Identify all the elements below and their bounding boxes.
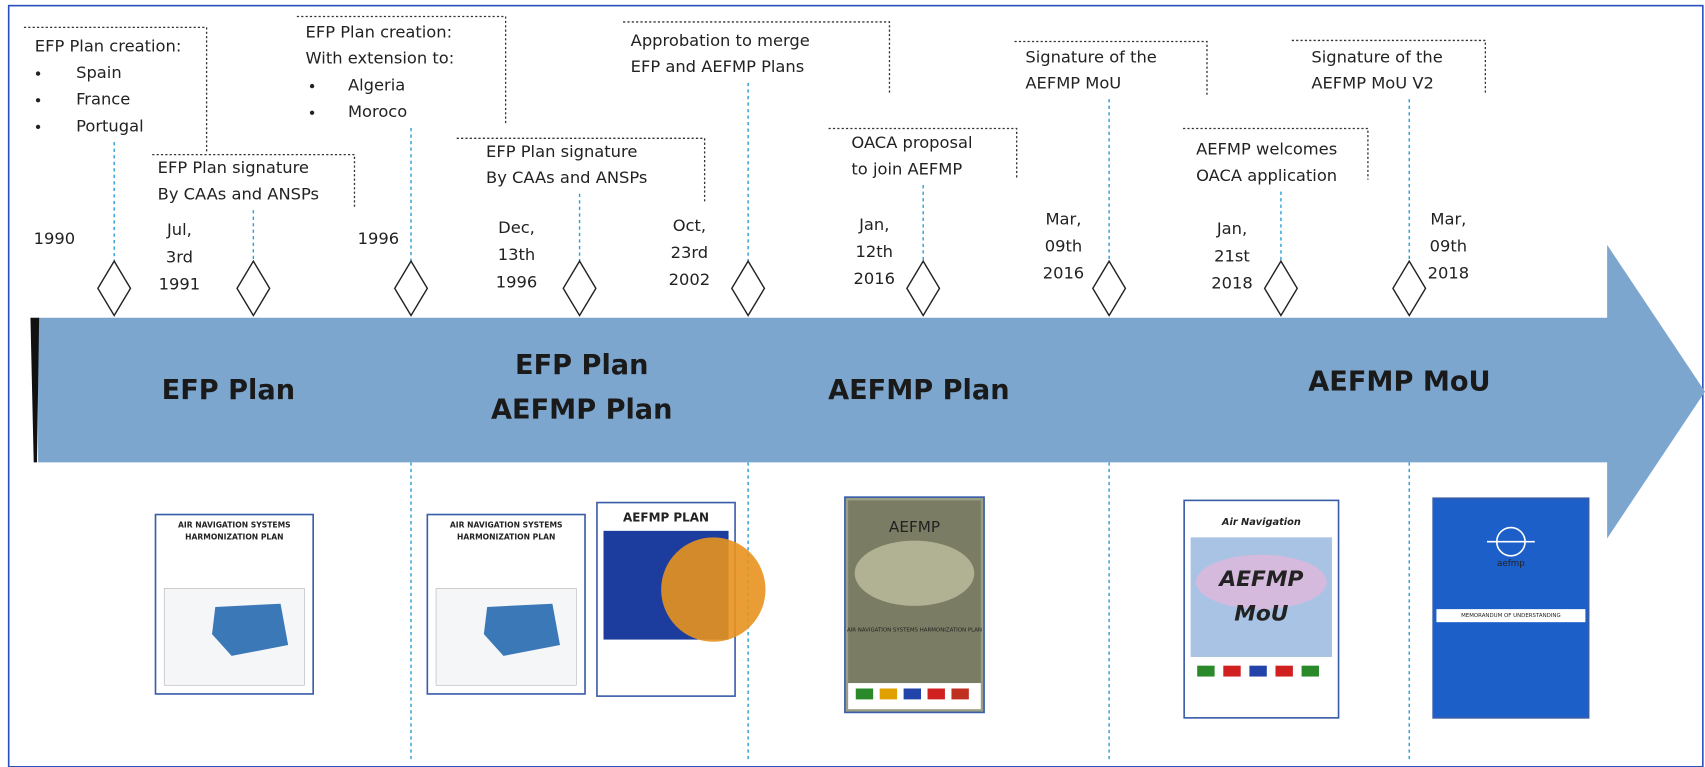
cover-logo-text: aefmp — [1497, 559, 1525, 569]
cover-flag — [1249, 666, 1266, 677]
event-date: 09th — [1045, 237, 1082, 256]
event-label: OACA application — [1196, 166, 1337, 185]
event-date: 2018 — [1211, 274, 1252, 293]
phase-label: AEFMP MoU — [1308, 366, 1490, 397]
event-label: OACA proposal — [851, 133, 972, 152]
event-label: AEFMP MoU V2 — [1311, 73, 1434, 92]
event-date: 12th — [856, 242, 893, 261]
event-label: AEFMP welcomes — [1196, 140, 1337, 159]
cover-title: HARMONIZATION PLAN — [185, 532, 283, 541]
event-date: Jul, — [166, 220, 192, 239]
event-date: 1996 — [496, 272, 537, 291]
event-label: Signature of the — [1025, 47, 1156, 66]
document-cover: AIR NAVIGATION SYSTEMS HARMONIZATION PLAN — [155, 515, 313, 694]
cover-sub: AIR NAVIGATION SYSTEMS HARMONIZATION PLA… — [847, 627, 982, 633]
milestone-diamond — [1393, 261, 1426, 315]
cover-cloud — [855, 541, 975, 606]
document-cover: AEFMP AIR NAVIGATION SYSTEMS HARMONIZATIO… — [845, 497, 984, 712]
event-bullet: Moroco — [348, 102, 407, 121]
event-date: 1990 — [34, 229, 75, 248]
cover-frame — [1433, 498, 1588, 718]
event-label: EFP Plan creation: — [35, 36, 182, 55]
cover-title: AEFMP — [889, 518, 940, 536]
event-bullet: Spain — [76, 63, 122, 82]
cover-flag — [1223, 666, 1240, 677]
event-bullet: France — [76, 90, 130, 109]
cover-title: AEFMP PLAN — [623, 510, 709, 524]
event-date: 23rd — [671, 243, 709, 262]
bullet-dot — [310, 111, 314, 115]
cover-flag — [1275, 666, 1292, 677]
milestone-diamond — [732, 261, 765, 315]
cover-flag — [928, 689, 945, 700]
cover-flag — [1197, 666, 1214, 677]
cover-text: AEFMP — [1217, 567, 1303, 592]
document-cover: AIR NAVIGATION SYSTEMS HARMONIZATION PLAN — [427, 515, 585, 694]
cover-flag — [904, 689, 921, 700]
phase-label: EFP Plan — [162, 375, 295, 406]
event-label: EFP and AEFMP Plans — [631, 57, 805, 76]
event-date: 2002 — [669, 270, 710, 289]
cover-flag — [951, 689, 968, 700]
event-label: AEFMP MoU — [1025, 73, 1121, 92]
event-date: Jan, — [1216, 219, 1247, 238]
phase-label: AEFMP Plan — [828, 375, 1009, 406]
event-date: 09th — [1430, 237, 1467, 256]
milestone-diamond — [563, 261, 596, 315]
arrow-tail — [30, 318, 39, 463]
phase-label: EFP Plan — [515, 350, 648, 381]
event-label: By CAAs and ANSPs — [486, 168, 647, 187]
cover-title: AIR NAVIGATION SYSTEMS — [178, 520, 291, 529]
event-label: EFP Plan creation: — [306, 22, 453, 41]
event-label: By CAAs and ANSPs — [158, 184, 319, 203]
event-date: Dec, — [498, 218, 535, 237]
event-date: 2016 — [1043, 264, 1084, 283]
milestone-diamond — [1093, 261, 1126, 315]
bullet-dot — [36, 71, 40, 75]
event-label: EFP Plan signature — [158, 158, 309, 177]
bullet-dot — [36, 125, 40, 129]
timeline: EFP Plan creation: Spain France Portugal 199… — [0, 0, 1705, 767]
event-date: Oct, — [673, 216, 706, 235]
cover-title: Air Navigation — [1221, 517, 1301, 528]
document-cover: Air Navigation AEFMP MoU — [1184, 500, 1338, 717]
event-date: 21st — [1214, 246, 1250, 265]
event-date: Jan, — [858, 215, 889, 234]
cover-band-text: MEMORANDUM OF UNDERSTANDING — [1461, 613, 1561, 619]
milestone-diamond — [907, 261, 940, 315]
cover-flag — [880, 689, 897, 700]
event-date: Mar, — [1430, 209, 1466, 228]
event-date: 13th — [498, 245, 535, 264]
cover-text: MoU — [1234, 602, 1289, 627]
event-date: 2016 — [854, 269, 895, 288]
phase-label: AEFMP Plan — [491, 395, 672, 426]
event-date: 2018 — [1428, 264, 1469, 283]
event-date: Mar, — [1045, 209, 1081, 228]
bullet-dot — [36, 98, 40, 102]
milestone-diamond — [237, 261, 270, 315]
cover-flag — [1302, 666, 1319, 677]
event-date: 1991 — [159, 275, 200, 294]
event-bullet: Portugal — [76, 116, 143, 135]
milestone-diamond — [98, 261, 131, 315]
event-bullet: Algeria — [348, 76, 405, 95]
event-label: EFP Plan signature — [486, 142, 637, 161]
event-label: Approbation to merge — [631, 31, 810, 50]
milestone-diamond — [1265, 261, 1298, 315]
event-date: 3rd — [166, 247, 193, 266]
document-cover: aefmp MEMORANDUM OF UNDERSTANDING — [1433, 498, 1588, 718]
event-label: With extension to: — [306, 48, 455, 67]
cover-flag — [856, 689, 873, 700]
event-label: to join AEFMP — [851, 159, 962, 178]
document-cover: AEFMP PLAN — [597, 503, 766, 697]
cover-title: AIR NAVIGATION SYSTEMS — [450, 520, 563, 529]
milestone-diamond — [395, 261, 428, 315]
event-label: Signature of the — [1311, 47, 1442, 66]
event-date: 1996 — [358, 229, 399, 248]
cover-title: HARMONIZATION PLAN — [457, 532, 555, 541]
bullet-dot — [310, 84, 314, 88]
cover-globe — [661, 537, 765, 641]
